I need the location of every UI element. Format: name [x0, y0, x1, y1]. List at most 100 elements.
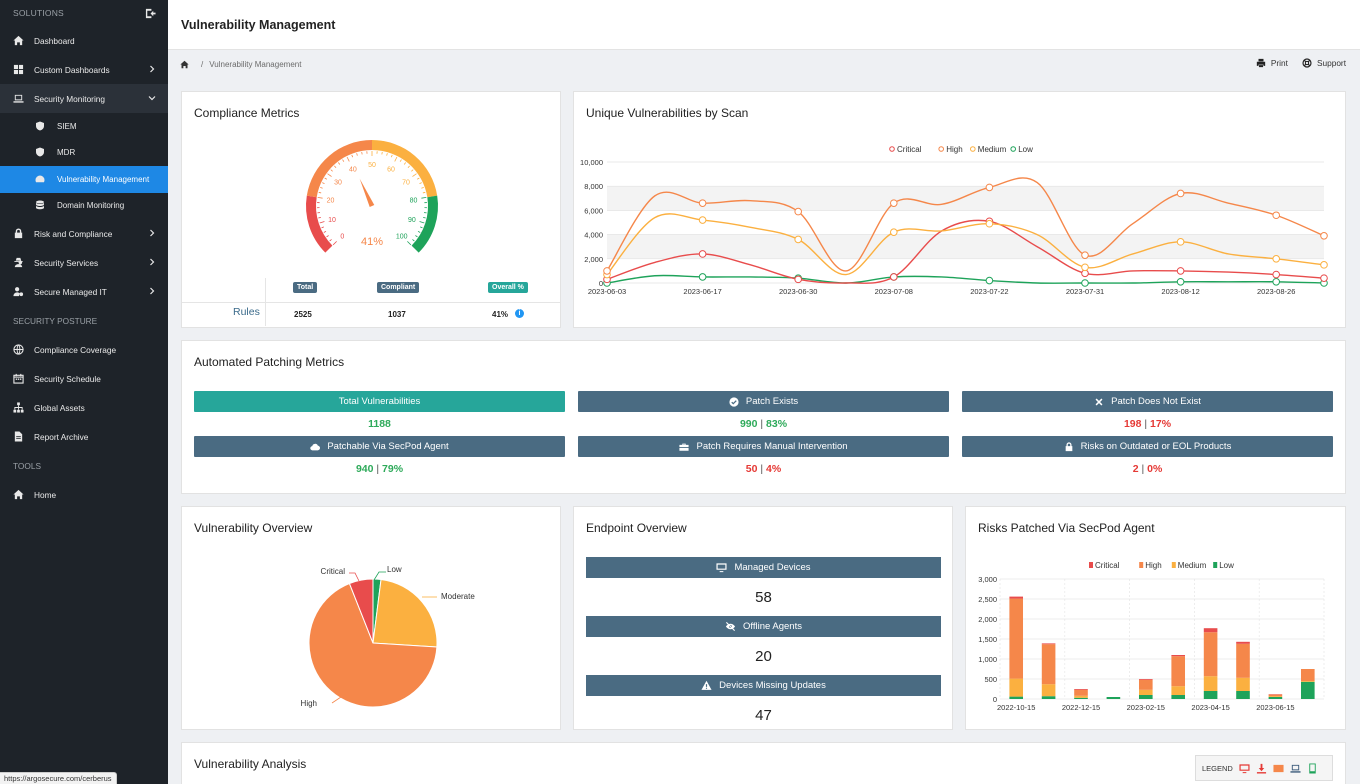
- unique-vulnerabilities-card: Unique Vulnerabilities by Scan 0 2,000 4,0…: [573, 91, 1346, 328]
- button-label: Patchable Via SecPod Agent: [327, 441, 449, 452]
- sidebar-item-security-schedule[interactable]: Security Schedule: [0, 364, 168, 393]
- gauge-tick: [416, 177, 420, 180]
- grid-icon: [12, 64, 24, 76]
- column-header-overall: Overall %: [488, 282, 528, 293]
- y-tick-label: 2,000: [584, 255, 603, 264]
- y-tick-label: 500: [984, 675, 997, 684]
- gauge-tick: [421, 186, 424, 189]
- data-point: [1320, 232, 1328, 240]
- patch-exists-button[interactable]: Patch Exists: [578, 391, 949, 412]
- total-vulnerabilities-button[interactable]: Total Vulnerabilities: [194, 391, 565, 412]
- data-point: [1320, 261, 1328, 269]
- bar-segment-critical: [1203, 628, 1218, 633]
- unique-vulnerabilities-chart: 0 2,000 4,000 6,000 8,000 10,000 2023-06-03 202…: [580, 145, 1328, 296]
- chevron-down-icon: [148, 96, 156, 101]
- bar-segment-medium: [1268, 696, 1283, 697]
- sidebar-subitem-siem[interactable]: SIEM: [0, 113, 168, 140]
- grid-band: [607, 186, 1324, 211]
- card-title: Compliance Metrics: [194, 106, 300, 120]
- sidebar-subitem-domain-monitoring[interactable]: Domain Monitoring: [0, 193, 168, 220]
- bar-segment-medium: [1009, 678, 1024, 697]
- gauge-tick-label: 0: [340, 234, 344, 241]
- sidebar-item-label: Security Monitoring: [34, 93, 106, 104]
- gauge-tick: [386, 153, 388, 156]
- patch-does-not-exist-button[interactable]: Patch Does Not Exist: [962, 391, 1333, 412]
- x-tick-label: 2023-02-15: [1127, 703, 1165, 712]
- legend-box[interactable]: LEGEND: [1195, 755, 1333, 781]
- bar-segment-low: [1268, 697, 1283, 699]
- collapse-sidebar-icon[interactable]: [145, 8, 156, 19]
- legend-marker: [1139, 562, 1144, 568]
- sidebar-item-report-archive[interactable]: Report Archive: [0, 422, 168, 451]
- vulnerability-overview-card: Vulnerability Overview Low Moderate High Cr…: [181, 506, 561, 730]
- manual-intervention-button[interactable]: Patch Requires Manual Intervention: [578, 436, 949, 457]
- sidebar-header: SOLUTIONS: [0, 0, 168, 26]
- sidebar-section-tools: TOOLS: [13, 460, 41, 471]
- eol-products-button[interactable]: Risks on Outdated or EOL Products: [962, 436, 1333, 457]
- sidebar-item-risk-and-compliance[interactable]: Risk and Compliance: [0, 219, 168, 248]
- sidebar-subitem-label: MDR: [57, 148, 76, 158]
- bar-segment-high: [1041, 644, 1056, 685]
- pie-label: Low: [387, 565, 402, 574]
- sidebar-item-security-services[interactable]: Security Services: [0, 248, 168, 277]
- patchable-via-agent-button[interactable]: Patchable Via SecPod Agent: [194, 436, 565, 457]
- info-icon[interactable]: i: [515, 309, 524, 318]
- gauge-tick: [415, 235, 418, 238]
- compliance-table: Total Compliant Overall % Rules 2525 103…: [182, 278, 560, 326]
- data-point: [890, 199, 898, 207]
- legend-label: High: [946, 145, 962, 154]
- y-tick-label: 0: [599, 279, 603, 288]
- x-icon: [1095, 398, 1103, 405]
- sidebar-item-security-monitoring[interactable]: Security Monitoring: [0, 84, 168, 113]
- sidebar-subitem-mdr[interactable]: MDR: [0, 140, 168, 167]
- gauge-tick: [320, 186, 323, 189]
- x-tick-label: 2023-06-30: [779, 287, 817, 296]
- check-circle-icon: [729, 396, 739, 407]
- series-line-critical: [606, 219, 1325, 284]
- gauge-tick: [326, 235, 329, 238]
- sidebar-subitem-label: Vulnerability Management: [57, 174, 150, 184]
- card-title: Vulnerability Overview: [194, 521, 313, 535]
- bar-segment-high: [1171, 656, 1186, 687]
- offline-agents-value: 20: [755, 648, 772, 665]
- gauge-tick: [329, 239, 332, 242]
- bar-segment-high: [1236, 643, 1250, 678]
- bar-label: Offline Agents: [743, 621, 802, 632]
- calendar-icon: [12, 373, 24, 385]
- sidebar-item-global-assets[interactable]: Global Assets: [0, 393, 168, 422]
- sidebar-item-custom-dashboards[interactable]: Custom Dashboards: [0, 55, 168, 84]
- gauge-tick: [351, 154, 354, 158]
- offline-agents-bar[interactable]: Offline Agents: [586, 616, 941, 637]
- gauge-tick: [321, 226, 324, 229]
- print-button[interactable]: Print: [1256, 58, 1288, 68]
- sidebar-item-dashboard[interactable]: Dashboard: [0, 26, 168, 55]
- bar-segment-medium: [1171, 686, 1186, 695]
- gauge-band: [411, 195, 438, 253]
- bar-segment-critical: [1074, 689, 1088, 690]
- pie-leader-line: [349, 572, 360, 582]
- card-title: Risks Patched Via SecPod Agent: [978, 521, 1155, 535]
- legend-marker: [1089, 562, 1093, 568]
- sidebar-item-compliance-coverage[interactable]: Compliance Coverage: [0, 335, 168, 364]
- patch-exists-value: 990 | 83%: [739, 418, 788, 430]
- patchable-via-agent-value: 940 | 79%: [355, 463, 404, 475]
- gauge-tick: [419, 182, 422, 185]
- sidebar-item-secure-managed-it[interactable]: Secure Managed IT: [0, 277, 168, 306]
- x-tick-label: 2023-07-08: [875, 287, 913, 296]
- gauge-tick-label: 90: [408, 217, 416, 224]
- gauge-tick: [319, 221, 325, 224]
- sidebar-subitem-vulnerability-management[interactable]: Vulnerability Management: [0, 166, 168, 193]
- pie-label: Critical: [321, 567, 346, 576]
- data-point: [794, 275, 802, 284]
- support-button[interactable]: Support: [1302, 58, 1346, 68]
- managed-devices-bar[interactable]: Managed Devices: [586, 557, 941, 578]
- gauge-tick: [337, 162, 341, 165]
- home-icon[interactable]: [180, 60, 189, 69]
- compliance-metrics-card: Compliance Metrics 0 10 20 30 40 50 60 70 80 90 10…: [181, 91, 561, 328]
- data-point: [1272, 277, 1281, 286]
- sidebar-item-home[interactable]: Home: [0, 480, 168, 509]
- missing-updates-bar[interactable]: Devices Missing Updates: [586, 675, 941, 696]
- legend-marker: [938, 146, 945, 152]
- bar-segment-low: [1106, 697, 1121, 699]
- gauge-tick: [332, 241, 337, 246]
